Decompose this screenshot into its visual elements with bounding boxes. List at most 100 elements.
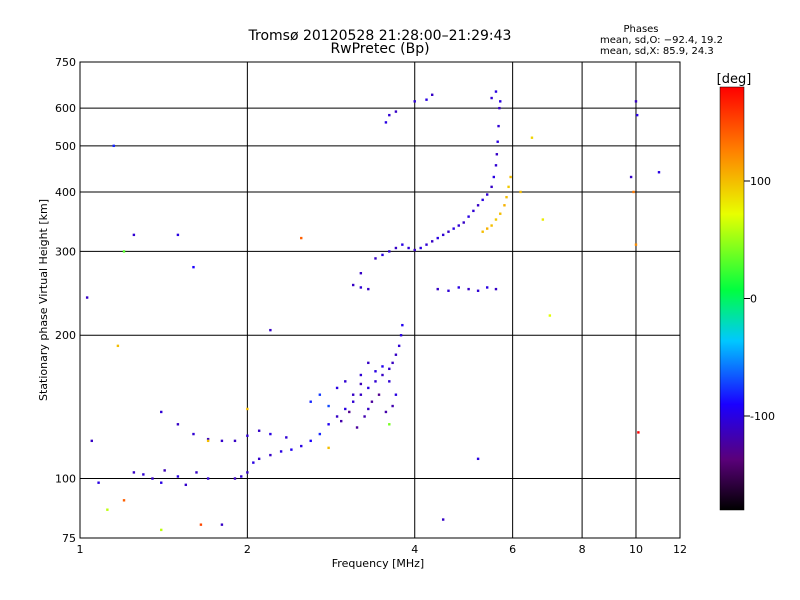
data-point: [351, 283, 355, 287]
data-point: [309, 400, 312, 403]
data-point: [269, 328, 272, 332]
data-point: [634, 243, 638, 246]
data-point: [401, 323, 404, 327]
data-point: [233, 477, 237, 480]
data-point: [359, 286, 363, 289]
data-point: [381, 373, 384, 377]
data-point: [206, 477, 210, 480]
colorbar: [719, 86, 745, 511]
chart-title: Tromsø 20120528 21:28:00–21:29:43: [248, 28, 512, 44]
data-point: [327, 423, 330, 426]
y-tick-label: 75: [62, 532, 76, 545]
stats-line-x: mean, sd,X: 85.9, 24.3: [600, 46, 714, 57]
data-point: [494, 287, 498, 291]
grid-lines: [80, 62, 680, 538]
data-point: [85, 296, 89, 299]
y-tick-label: 200: [55, 329, 76, 342]
data-point: [457, 224, 460, 227]
data-point: [279, 450, 283, 453]
data-point: [374, 257, 377, 260]
data-point: [430, 93, 434, 96]
data-point: [505, 195, 508, 199]
data-point: [407, 246, 410, 250]
data-point: [413, 248, 416, 252]
data-point: [318, 432, 322, 436]
x-tick-label: 4: [411, 543, 418, 556]
data-point: [355, 426, 359, 429]
data-point: [199, 523, 203, 526]
data-point: [351, 393, 355, 396]
stats-line-o: mean, sd,O: −92.4, 19.2: [600, 35, 723, 46]
data-point: [635, 113, 639, 117]
data-point: [388, 423, 391, 426]
data-point: [370, 400, 374, 403]
data-point: [359, 373, 363, 377]
colorbar-tick-label: 100: [750, 175, 771, 188]
data-point: [497, 124, 500, 128]
data-point: [441, 233, 445, 237]
data-point: [481, 198, 484, 202]
data-point: [490, 185, 493, 189]
data-point: [476, 289, 480, 292]
y-tick-label: 750: [55, 56, 76, 69]
data-point: [363, 415, 366, 418]
data-point: [381, 365, 384, 368]
x-tick-label: 12: [673, 543, 687, 556]
colorbar-tick-label: 0: [750, 293, 757, 306]
data-point: [629, 175, 633, 179]
data-point: [425, 243, 428, 246]
data-point: [359, 272, 363, 275]
data-points: [85, 90, 661, 532]
data-point: [220, 523, 224, 526]
data-point: [413, 100, 416, 103]
data-point: [290, 448, 293, 451]
data-point: [384, 410, 388, 414]
data-point: [340, 419, 343, 423]
data-point: [637, 431, 640, 434]
data-point: [476, 457, 480, 461]
data-point: [503, 204, 506, 207]
data-point: [492, 175, 496, 179]
data-point: [394, 110, 398, 113]
data-point: [90, 439, 93, 443]
data-point: [430, 240, 434, 243]
y-tick-label: 500: [55, 140, 76, 153]
data-point: [351, 400, 355, 403]
data-point: [195, 471, 198, 474]
data-point: [151, 477, 154, 480]
data-point: [252, 461, 255, 464]
data-point: [452, 227, 455, 230]
data-point: [327, 446, 330, 450]
x-axis-label: Frequency [MHz]: [332, 557, 424, 570]
x-tick-label: 1: [77, 543, 84, 556]
chart-subtitle: RwPretec (Bp): [330, 41, 429, 57]
data-point: [472, 209, 475, 213]
plot-area: [79, 61, 681, 539]
data-point: [634, 100, 638, 103]
data-point: [246, 407, 249, 411]
data-point: [106, 508, 109, 511]
data-point: [490, 224, 493, 227]
data-point: [246, 434, 249, 437]
data-point: [507, 185, 510, 189]
colorbar-label: [deg]: [717, 72, 752, 87]
data-point: [163, 469, 166, 472]
data-point: [257, 457, 261, 461]
colorbar-tick-label: -100: [750, 410, 775, 423]
x-tick-label: 2: [244, 543, 251, 556]
data-point: [160, 410, 163, 414]
y-axis-label: Stationary phase Virtual Height [km]: [37, 199, 50, 401]
data-point: [309, 439, 312, 443]
data-point: [425, 98, 428, 101]
data-point: [344, 380, 347, 383]
data-point: [192, 265, 195, 269]
data-point: [498, 106, 501, 110]
data-point: [397, 344, 401, 348]
data-point: [519, 190, 522, 194]
stats-heading: Phases: [623, 24, 658, 35]
data-point: [116, 344, 120, 348]
data-point: [192, 432, 195, 436]
data-point: [436, 287, 439, 291]
data-point: [122, 250, 126, 253]
